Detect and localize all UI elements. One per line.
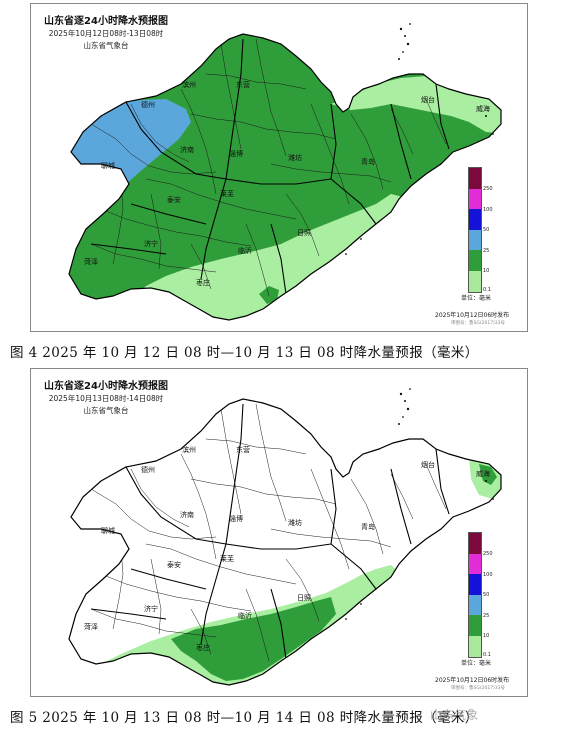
- legend-label-10: 10: [483, 268, 490, 274]
- legend-swatch-10: [469, 250, 481, 271]
- legend-unit: 单位：毫米: [461, 660, 492, 667]
- precip-map-1: [68, 23, 502, 321]
- city-label-zibo: 淄博: [229, 150, 243, 158]
- city-boundaries: [90, 403, 450, 660]
- city-label-rizhao: 日照: [297, 594, 311, 602]
- rain-area-25-50: [69, 99, 191, 184]
- map-title: 山东省逐24小时降水预报图: [44, 16, 168, 27]
- city-label-liaocheng: 聊城: [101, 162, 115, 170]
- city-label-yantai: 烟台: [421, 96, 435, 104]
- city-label-linyi: 临沂: [238, 612, 252, 620]
- forecast-map-panel-1: 山东省逐24小时降水预报图 2025年10月12日08时-13日08时 山东省气…: [30, 3, 528, 332]
- forecast-map-panel-2: 山东省逐24小时降水预报图 2025年10月13日08时-14日08时 山东省气…: [30, 368, 528, 697]
- city-label-linyi: 临沂: [238, 247, 252, 255]
- watermark: 山东气象: [430, 708, 479, 722]
- islands: [345, 23, 494, 255]
- city-label-jining: 济宁: [144, 240, 158, 248]
- rain-area-10-25-northeast: [479, 464, 497, 485]
- city-label-jining: 济宁: [144, 605, 158, 613]
- city-label-laiwu: 莱芜: [220, 190, 234, 198]
- legend-swatch-0.1: [469, 270, 481, 292]
- legend-label-50: 50: [483, 227, 490, 233]
- legend-unit: 单位：毫米: [461, 295, 492, 302]
- city-label-zibo: 淄博: [229, 515, 243, 523]
- legend-swatch-10: [469, 615, 481, 636]
- legend-swatch-25: [469, 229, 481, 251]
- legend-label-250: 250: [483, 551, 493, 557]
- city-label-jinan: 济南: [180, 146, 194, 154]
- map-agency: 山东省气象台: [83, 406, 129, 415]
- legend-label-10: 10: [483, 633, 490, 639]
- city-label-laiwu: 莱芜: [220, 555, 234, 563]
- city-label-weihai: 威海: [476, 105, 490, 113]
- city-boundaries: [90, 38, 450, 295]
- map-title: 山东省逐24小时降水预报图: [44, 381, 168, 392]
- map-agency: 山东省气象台: [83, 41, 129, 50]
- city-label-rizhao: 日照: [297, 229, 311, 237]
- legend-swatch-100: [469, 553, 481, 575]
- legend-label-50: 50: [483, 592, 490, 598]
- publish-time: 2025年10月12日06时发布: [435, 312, 510, 319]
- city-label-zaozhuang: 枣庄: [196, 279, 210, 287]
- legend-swatch-25: [469, 594, 481, 616]
- city-label-qingdao: 青岛: [361, 523, 375, 531]
- legend-swatch-250: [469, 168, 481, 189]
- legend-label-25: 25: [483, 613, 490, 619]
- legend-swatch-0.1: [469, 635, 481, 657]
- precip-legend: [468, 167, 482, 293]
- review-number: 审图号：鲁SG(2017)33号: [451, 686, 506, 691]
- city-label-dezhou: 德州: [141, 101, 155, 109]
- legend-label-100: 100: [483, 207, 493, 213]
- city-label-weihai: 威海: [476, 470, 490, 478]
- review-number: 审图号：鲁SG(2017)33号: [451, 321, 506, 326]
- city-label-zaozhuang: 枣庄: [196, 644, 210, 652]
- figure-caption-5: 图 5 2025 年 10 月 13 日 08 时—10 月 14 日 08 时…: [10, 710, 479, 726]
- city-label-heze: 菏泽: [84, 623, 98, 631]
- legend-swatch-250: [469, 533, 481, 554]
- legend-swatch-100: [469, 188, 481, 210]
- city-label-weifang: 潍坊: [288, 519, 302, 527]
- county-boundaries: [90, 403, 447, 662]
- precip-legend: [468, 532, 482, 658]
- legend-label-100: 100: [483, 572, 493, 578]
- city-label-dongying: 东营: [236, 446, 250, 454]
- legend-label-0.1: 0.1: [483, 652, 491, 658]
- legend-label-250: 250: [483, 186, 493, 192]
- city-label-weifang: 潍坊: [288, 154, 302, 162]
- legend-swatch-50: [469, 574, 481, 595]
- publish-time: 2025年10月12日06时发布: [435, 677, 510, 684]
- city-label-heze: 菏泽: [84, 258, 98, 266]
- city-label-binzhou: 滨州: [182, 81, 196, 89]
- city-label-yantai: 烟台: [421, 461, 435, 469]
- city-label-taian: 泰安: [167, 561, 181, 569]
- city-label-jinan: 济南: [180, 511, 194, 519]
- rain-area-10-25-south: [171, 597, 336, 681]
- city-label-taian: 泰安: [167, 196, 181, 204]
- city-label-liaocheng: 聊城: [101, 527, 115, 535]
- legend-label-25: 25: [483, 248, 490, 254]
- legend-label-0.1: 0.1: [483, 287, 491, 293]
- figure-caption-4: 图 4 2025 年 10 月 12 日 08 时—10 月 13 日 08 时…: [10, 345, 479, 361]
- city-label-qingdao: 青岛: [361, 158, 375, 166]
- legend-swatch-50: [469, 209, 481, 230]
- islands: [345, 388, 494, 620]
- city-label-binzhou: 滨州: [182, 446, 196, 454]
- city-label-dongying: 东营: [236, 81, 250, 89]
- map-time-range: 2025年10月12日08时-13日08时: [48, 29, 164, 38]
- city-label-dezhou: 德州: [141, 466, 155, 474]
- county-boundaries: [90, 38, 447, 297]
- map-time-range: 2025年10月13日08时-14日08时: [48, 394, 164, 403]
- precip-map-2: [68, 388, 502, 686]
